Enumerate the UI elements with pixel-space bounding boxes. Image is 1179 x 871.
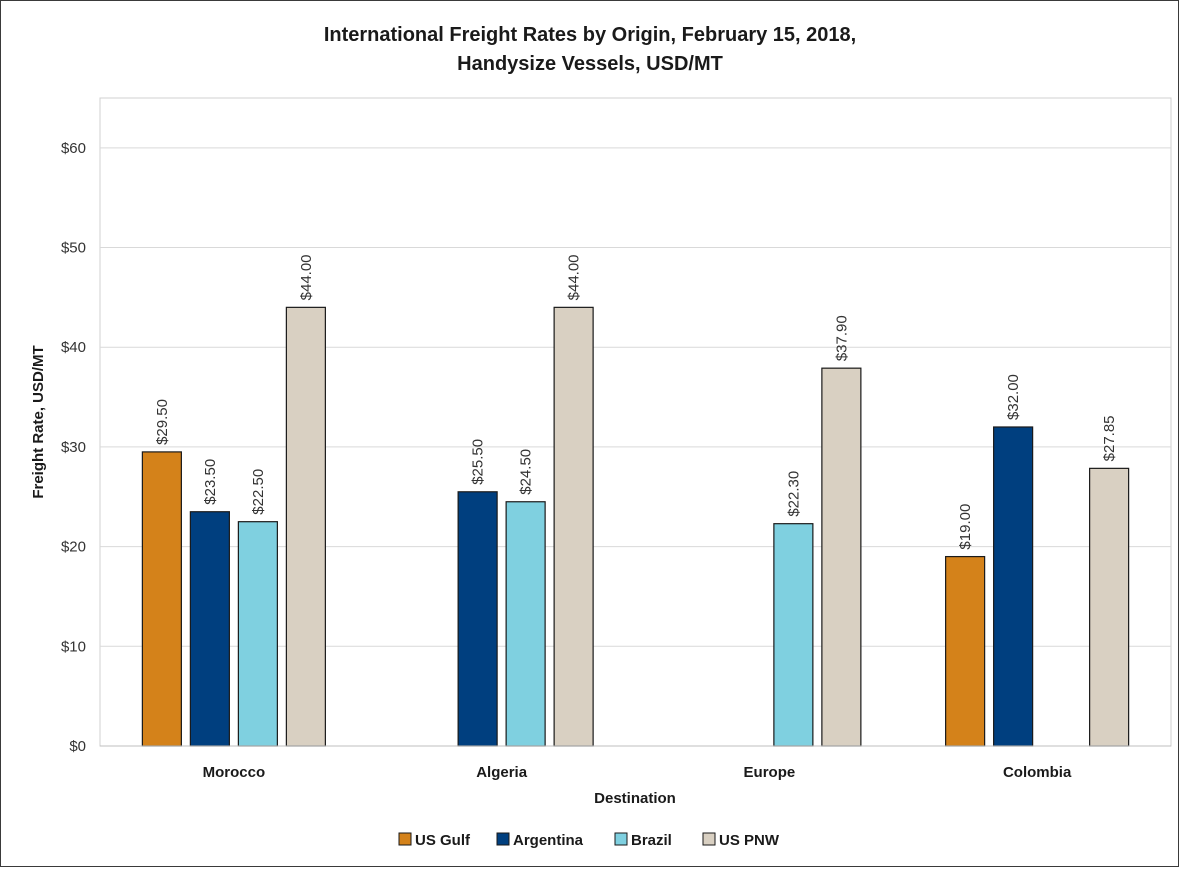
bar-argentina-algeria	[457, 491, 498, 747]
data-label: $29.50	[154, 399, 171, 445]
chart-title-line-2: Handysize Vessels, USD/MT	[457, 53, 723, 75]
data-label: $44.00	[298, 254, 315, 300]
x-category-label: Morocco	[203, 764, 266, 781]
bar-brazil-morocco	[237, 521, 278, 747]
data-label: $37.90	[833, 315, 850, 361]
x-category-label: Colombia	[1003, 764, 1072, 781]
data-label: $22.30	[785, 471, 802, 517]
y-tick-label: $10	[61, 638, 86, 655]
gridlines	[100, 147, 1171, 647]
y-axis-title: Freight Rate, USD/MT	[30, 345, 47, 498]
bars	[141, 306, 1130, 747]
x-axis-categories: Morocco Algeria Europe Colombia	[203, 764, 1072, 781]
legend-swatch	[614, 832, 628, 846]
legend-label: US PNW	[719, 832, 780, 849]
chart-title-line-1: International Freight Rates by Origin, F…	[324, 24, 856, 46]
bar-us-gulf-morocco	[141, 451, 182, 747]
data-label: $23.50	[202, 459, 219, 505]
legend-label: US Gulf	[415, 832, 471, 849]
legend-swatch	[398, 832, 412, 846]
legend-swatch	[496, 832, 510, 846]
legend-label: Argentina	[513, 832, 584, 849]
chart-title: International Freight Rates by Origin, F…	[324, 24, 856, 75]
bar-us-gulf-colombia	[945, 555, 986, 747]
data-label: $24.50	[518, 449, 535, 495]
bar-argentina-morocco	[189, 511, 230, 747]
data-label: $19.00	[957, 504, 974, 550]
bar-us-pnw-europe	[821, 367, 862, 747]
x-axis-title: Destination	[594, 790, 676, 807]
legend-swatch	[702, 832, 716, 846]
y-tick-label: $20	[61, 539, 86, 556]
y-tick-label: $40	[61, 339, 86, 356]
data-label: $44.00	[566, 254, 583, 300]
y-tick-label: $50	[61, 240, 86, 257]
data-label: $25.50	[470, 439, 487, 485]
bar-us-pnw-algeria	[553, 306, 594, 747]
bar-argentina-colombia	[993, 426, 1034, 747]
bar-us-pnw-morocco	[285, 306, 326, 747]
x-category-label: Algeria	[476, 764, 528, 781]
legend: US Gulf Argentina Brazil US PNW	[398, 832, 780, 849]
y-tick-label: $0	[69, 738, 86, 755]
legend-label: Brazil	[631, 832, 672, 849]
data-labels: $29.50 $23.50 $22.50 $44.00 $25.50 $24.50 $44.…	[154, 254, 1118, 549]
data-label: $27.85	[1101, 415, 1118, 461]
data-label: $32.00	[1005, 374, 1022, 420]
bar-us-pnw-colombia	[1089, 467, 1130, 747]
bar-brazil-algeria	[505, 501, 546, 747]
bar-brazil-europe	[773, 523, 814, 747]
y-axis-ticks: $0 $10 $20 $30 $40 $50 $60	[61, 140, 86, 755]
data-label: $22.50	[250, 469, 267, 515]
y-tick-label: $30	[61, 439, 86, 456]
y-tick-label: $60	[61, 140, 86, 157]
x-category-label: Europe	[744, 764, 796, 781]
